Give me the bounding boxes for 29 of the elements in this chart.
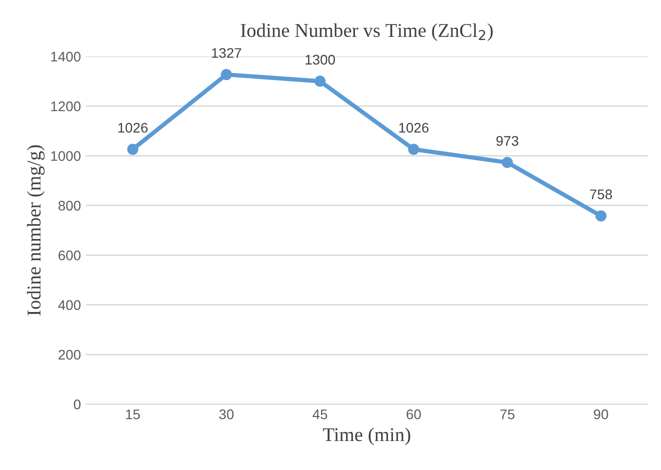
- y-tick-label: 1400: [51, 52, 81, 62]
- y-tick-label: 600: [58, 250, 81, 260]
- point: [502, 156, 513, 168]
- data-label: 1327: [212, 48, 242, 58]
- point: [314, 76, 326, 87]
- x-tick-label: 45: [312, 410, 328, 420]
- point: [408, 144, 420, 155]
- y-tick-label: 800: [58, 200, 81, 211]
- y-axis-title: Iodine number (mg/g): [26, 145, 45, 316]
- x-tick-label: 15: [126, 410, 140, 420]
- y-tick-label: 400: [58, 300, 81, 310]
- point: [127, 144, 138, 155]
- point: [595, 210, 607, 222]
- y-tick-label: 1000: [51, 151, 81, 161]
- data-label: 1300: [306, 54, 335, 65]
- x-axis-title: Time (min): [323, 428, 410, 446]
- data-label: 1026: [399, 122, 429, 133]
- data-label: 973: [496, 136, 518, 146]
- y-tick-label: 200: [58, 350, 81, 360]
- point: [220, 68, 232, 80]
- x-tick-label: 75: [500, 410, 514, 420]
- x-tick-label: 60: [406, 409, 421, 420]
- y-tick-label: 1200: [51, 101, 81, 112]
- x-tick-label: 30: [219, 409, 234, 420]
- x-tick-label: 90: [594, 409, 608, 420]
- y-tick-label: 0: [74, 400, 81, 410]
- data-label: 1026: [118, 122, 148, 133]
- chart-title: Iodine Number vs Time (ZnCl$_{2}$): [240, 23, 493, 41]
- data-label: 758: [590, 189, 612, 200]
